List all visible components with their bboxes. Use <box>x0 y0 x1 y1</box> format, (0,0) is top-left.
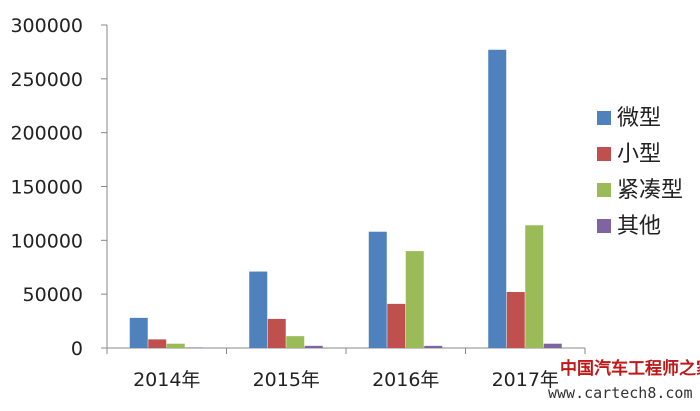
legend-swatch <box>597 183 611 197</box>
bar <box>304 345 323 348</box>
bar <box>129 317 148 348</box>
bar <box>506 292 525 348</box>
watermark-url: www.cartech8.com <box>548 384 693 402</box>
bar <box>525 225 544 348</box>
legend-swatch <box>597 219 611 233</box>
bar <box>368 231 387 348</box>
legend-label: 其他 <box>617 214 661 239</box>
y-tick-label: 300000 <box>10 15 83 37</box>
legend-swatch <box>597 147 611 161</box>
watermark: 中国汽车工程师之家 www.cartech8.com <box>548 358 700 402</box>
bar <box>166 343 185 348</box>
bar <box>424 345 443 348</box>
y-tick-label: 100000 <box>10 230 83 252</box>
y-tick-label: 200000 <box>10 123 83 145</box>
x-tick-label: 2014年 <box>133 369 200 391</box>
legend-label: 微型 <box>617 106 661 131</box>
bar <box>543 343 562 348</box>
bar <box>267 318 286 348</box>
legend-label: 紧凑型 <box>617 178 683 203</box>
x-axis: 2014年 2015年 2016年 2017年 <box>106 347 586 391</box>
bar <box>488 49 507 348</box>
y-axis: 0 50000 100000 150000 200000 250000 300000 <box>10 15 108 360</box>
bar <box>387 303 406 348</box>
x-tick-label: 2016年 <box>372 369 439 391</box>
x-tick-label: 2017年 <box>492 369 559 391</box>
bar <box>148 339 167 348</box>
legend-label: 小型 <box>617 142 661 167</box>
watermark-text: 中国汽车工程师之家 <box>560 358 700 379</box>
bar <box>405 251 424 348</box>
bars <box>129 49 562 348</box>
y-tick-label: 0 <box>71 338 83 360</box>
bar <box>185 347 204 348</box>
x-tick-label: 2015年 <box>253 369 320 391</box>
y-tick-label: 150000 <box>10 177 83 199</box>
legend-swatch <box>597 111 611 125</box>
y-tick-label: 50000 <box>23 284 83 306</box>
y-tick-label: 250000 <box>10 69 83 91</box>
bar <box>286 336 305 348</box>
bar <box>249 271 268 348</box>
